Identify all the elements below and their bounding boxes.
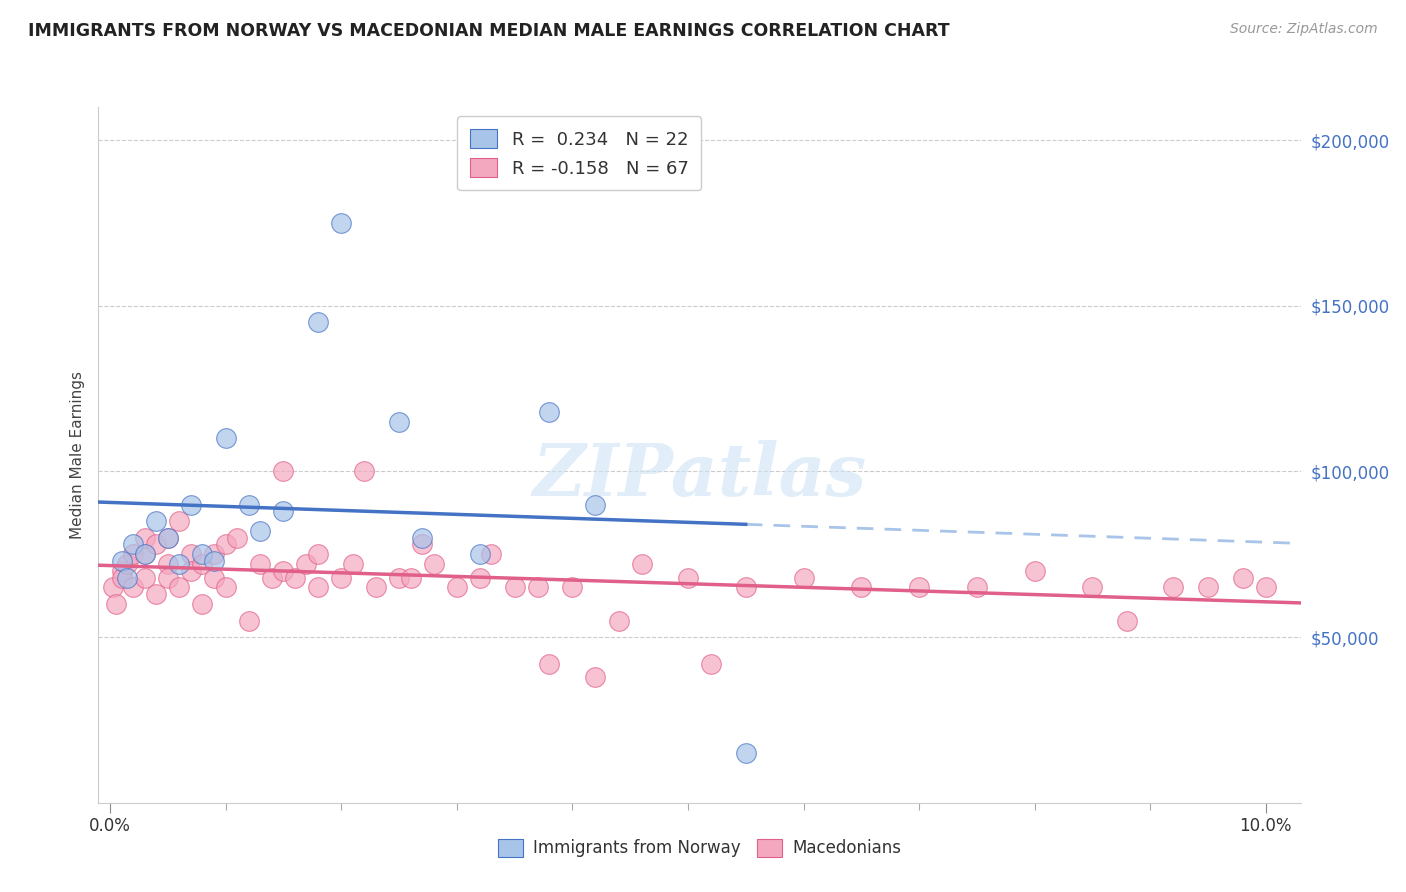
Point: [122, 537, 145, 551]
Point: [364, 581, 387, 595]
Point: [214, 537, 236, 551]
Point: [468, 570, 491, 584]
Point: [180, 498, 202, 512]
Point: [330, 570, 353, 584]
Point: [676, 570, 699, 584]
Point: [734, 746, 756, 760]
Point: [145, 514, 167, 528]
Point: [226, 531, 249, 545]
Point: [388, 415, 411, 429]
Point: [295, 558, 318, 572]
Point: [156, 531, 179, 545]
Point: [238, 498, 260, 512]
Point: [117, 570, 139, 584]
Point: [966, 581, 988, 595]
Point: [145, 537, 167, 551]
Point: [468, 547, 491, 561]
Point: [273, 564, 295, 578]
Point: [156, 570, 179, 584]
Point: [122, 547, 145, 561]
Point: [104, 597, 127, 611]
Point: [1232, 570, 1254, 584]
Point: [307, 547, 329, 561]
Point: [851, 581, 873, 595]
Point: [214, 431, 236, 445]
Point: [145, 587, 167, 601]
Point: [1116, 614, 1139, 628]
Point: [388, 570, 411, 584]
Legend: Immigrants from Norway, Macedonians: Immigrants from Norway, Macedonians: [491, 832, 908, 864]
Point: [273, 504, 295, 518]
Point: [169, 514, 191, 528]
Point: [202, 547, 225, 561]
Point: [110, 564, 132, 578]
Point: [908, 581, 931, 595]
Point: [191, 547, 214, 561]
Point: [214, 581, 236, 595]
Point: [734, 581, 756, 595]
Point: [284, 570, 307, 584]
Point: [134, 570, 156, 584]
Point: [1081, 581, 1104, 595]
Text: IMMIGRANTS FROM NORWAY VS MACEDONIAN MEDIAN MALE EARNINGS CORRELATION CHART: IMMIGRANTS FROM NORWAY VS MACEDONIAN MED…: [28, 22, 949, 40]
Point: [700, 657, 723, 671]
Point: [630, 558, 652, 572]
Point: [238, 614, 260, 628]
Point: [169, 558, 191, 572]
Point: [180, 564, 202, 578]
Point: [353, 465, 375, 479]
Point: [1197, 581, 1219, 595]
Point: [134, 547, 156, 561]
Point: [526, 581, 548, 595]
Point: [1254, 581, 1277, 595]
Point: [117, 558, 139, 572]
Point: [503, 581, 526, 595]
Point: [792, 570, 814, 584]
Point: [110, 570, 132, 584]
Y-axis label: Median Male Earnings: Median Male Earnings: [69, 371, 84, 539]
Point: [273, 465, 295, 479]
Point: [538, 657, 561, 671]
Point: [169, 581, 191, 595]
Point: [202, 554, 225, 568]
Point: [411, 537, 433, 551]
Point: [411, 531, 433, 545]
Point: [481, 547, 503, 561]
Point: [1024, 564, 1046, 578]
Point: [307, 315, 329, 329]
Point: [110, 554, 132, 568]
Text: Source: ZipAtlas.com: Source: ZipAtlas.com: [1230, 22, 1378, 37]
Point: [260, 570, 283, 584]
Point: [1163, 581, 1185, 595]
Text: ZIPatlas: ZIPatlas: [533, 441, 866, 511]
Point: [399, 570, 422, 584]
Point: [585, 670, 607, 684]
Point: [191, 558, 214, 572]
Point: [156, 558, 179, 572]
Point: [249, 524, 271, 538]
Point: [134, 547, 156, 561]
Point: [446, 581, 468, 595]
Point: [134, 531, 156, 545]
Point: [342, 558, 364, 572]
Point: [538, 405, 561, 419]
Point: [607, 614, 630, 628]
Point: [156, 531, 179, 545]
Point: [585, 498, 607, 512]
Point: [330, 216, 353, 230]
Point: [202, 570, 225, 584]
Point: [122, 581, 145, 595]
Point: [561, 581, 583, 595]
Point: [249, 558, 271, 572]
Point: [191, 597, 214, 611]
Point: [422, 558, 444, 572]
Point: [180, 547, 202, 561]
Point: [103, 581, 125, 595]
Point: [307, 581, 329, 595]
